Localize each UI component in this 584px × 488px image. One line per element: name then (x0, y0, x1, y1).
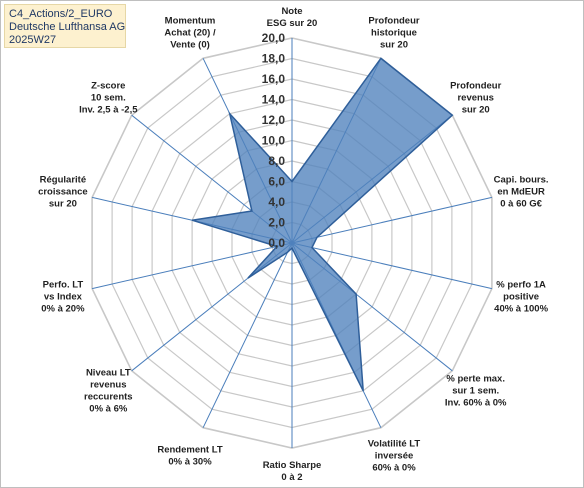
axis-label: Momentum Achat (20) / Vente (0) (164, 15, 216, 50)
axis-label-line: Inv. 60% à 0% (445, 398, 507, 409)
axis-label: Z-score 10 sem. Inv. 2,5 à -2,5 (79, 81, 138, 116)
axis-label-line: Profondeur (368, 15, 419, 26)
info-week: 2025W27 (9, 34, 57, 46)
axis-label: Niveau LT revenus reccurents 0% à 6% (84, 368, 133, 415)
axis-label-line: Vente (0) (170, 39, 210, 50)
axis-label-line: Volatilité LT (368, 439, 421, 450)
axis-spoke (202, 242, 293, 428)
axis-label-line: 0% à 20% (41, 303, 85, 314)
tick-label: 2,0 (268, 216, 285, 230)
axis-label-line: historique (371, 27, 417, 38)
axis-label-line: sur 20 (380, 39, 408, 50)
tick-label: 6,0 (268, 175, 285, 189)
tick-label: 10,0 (262, 134, 286, 148)
axis-label: Rendement LT 0% à 30% (157, 445, 222, 468)
axis-label-line: ESG sur 20 (267, 18, 318, 29)
axis-label-line: 0 à 60 G€ (500, 199, 542, 210)
axis-label-line: Rendement LT (157, 445, 222, 456)
axis-label-line: Inv. 2,5 à -2,5 (79, 105, 138, 116)
axis-label-line: Niveau LT (86, 368, 131, 379)
axis-label: Capi. bours. en MdEUR 0 à 60 G€ (494, 175, 549, 210)
info-category: C4_Actions/2_EURO (9, 8, 113, 20)
axis-label-line: revenus (457, 93, 493, 104)
radial-tick-labels: 0,0 2,0 4,0 6,0 8,0 10,0 12,0 14,0 16,0 18,0 20,0 (262, 31, 286, 250)
tick-label: 20,0 (262, 31, 286, 45)
axis-label-line: % perte max. (446, 374, 505, 385)
axis-label: % perte max. sur 1 sem. Inv. 60% à 0% (445, 374, 507, 409)
axis-label: Ratio Sharpe 0 à 2 (263, 460, 322, 483)
axis-label-line: en MdEUR (497, 187, 545, 198)
axis-label-line: revenus (90, 380, 126, 391)
axis-label: Volatilité LT inversée 60% à 0% (368, 439, 421, 474)
axis-label-line: 60% à 0% (372, 463, 416, 474)
axis-label-line: sur 20 (462, 105, 490, 116)
axis-label-line: positive (503, 291, 539, 302)
axis-label-line: sur 20 (49, 199, 77, 210)
tick-label: 8,0 (268, 154, 285, 168)
axis-label-line: 0% à 30% (168, 457, 212, 468)
axis-label-line: Note (281, 6, 302, 17)
axis-label: Profondeur historique sur 20 (368, 15, 419, 50)
axis-label: Note ESG sur 20 (267, 6, 318, 29)
axis-label: Profondeur revenus sur 20 (450, 81, 501, 116)
axis-label: Régularité croissance sur 20 (38, 175, 88, 210)
axis-label-line: Ratio Sharpe (263, 460, 322, 471)
axis-label-line: vs Index (44, 291, 83, 302)
info-company: Deutsche Lufthansa AG (9, 21, 126, 33)
axis-label-line: Momentum (165, 15, 216, 26)
axis-label-line: Profondeur (450, 81, 501, 92)
axis-label: Perfo. LT vs Index 0% à 20% (41, 279, 85, 314)
axis-label-line: sur 1 sem. (452, 386, 499, 397)
tick-label: 4,0 (268, 195, 285, 209)
axis-label-line: Achat (20) / (164, 27, 216, 38)
axis-label-line: Capi. bours. (494, 175, 549, 186)
axis-labels: Note ESG sur 20 Profondeur historique sur 20… (38, 6, 549, 483)
axis-spoke (291, 196, 493, 244)
tick-label: 12,0 (262, 113, 286, 127)
axis-label-line: 10 sem. (91, 93, 126, 104)
axis-label-line: % perfo 1A (496, 279, 546, 290)
axis-label-line: Z-score (91, 81, 125, 92)
axis-label-line: croissance (38, 187, 88, 198)
tick-label: 18,0 (262, 52, 286, 66)
axis-label-line: 0 à 2 (281, 472, 302, 483)
axis-spoke (291, 242, 493, 290)
info-box: C4_Actions/2_EURO Deutsche Lufthansa AG … (4, 4, 126, 48)
tick-label: 0,0 (268, 236, 285, 250)
axis-label-line: inversée (375, 451, 414, 462)
tick-label: 14,0 (262, 93, 286, 107)
axis-label-line: Perfo. LT (43, 279, 84, 290)
tick-label: 16,0 (262, 72, 286, 86)
axis-label-line: reccurents (84, 392, 133, 403)
axis-label-line: Régularité (40, 175, 86, 186)
axis-label-line: 0% à 6% (89, 404, 128, 415)
axis-label-line: 40% à 100% (494, 303, 548, 314)
axis-label: % perfo 1A positive 40% à 100% (494, 279, 548, 314)
series-area (191, 57, 454, 392)
axis-spoke (91, 242, 293, 290)
